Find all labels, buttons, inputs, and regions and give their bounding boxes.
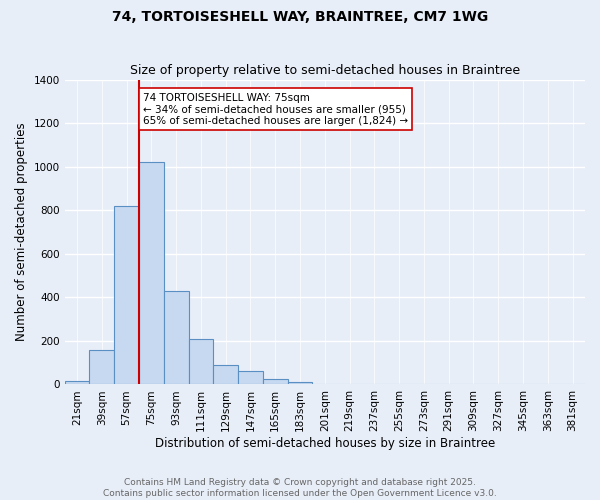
Title: Size of property relative to semi-detached houses in Braintree: Size of property relative to semi-detach… [130,64,520,77]
Text: 74 TORTOISESHELL WAY: 75sqm
← 34% of semi-detached houses are smaller (955)
65% : 74 TORTOISESHELL WAY: 75sqm ← 34% of sem… [143,92,408,126]
Bar [114,206,139,384]
Bar [164,291,188,384]
Y-axis label: Number of semi-detached properties: Number of semi-detached properties [15,122,28,342]
Text: Contains HM Land Registry data © Crown copyright and database right 2025.
Contai: Contains HM Land Registry data © Crown c… [103,478,497,498]
Bar [65,380,89,384]
Bar [238,372,263,384]
Bar [139,162,164,384]
Text: 74, TORTOISESHELL WAY, BRAINTREE, CM7 1WG: 74, TORTOISESHELL WAY, BRAINTREE, CM7 1W… [112,10,488,24]
X-axis label: Distribution of semi-detached houses by size in Braintree: Distribution of semi-detached houses by … [155,437,495,450]
Bar [287,382,313,384]
Bar [263,379,287,384]
Bar [214,365,238,384]
Bar [89,350,114,384]
Bar [188,340,214,384]
